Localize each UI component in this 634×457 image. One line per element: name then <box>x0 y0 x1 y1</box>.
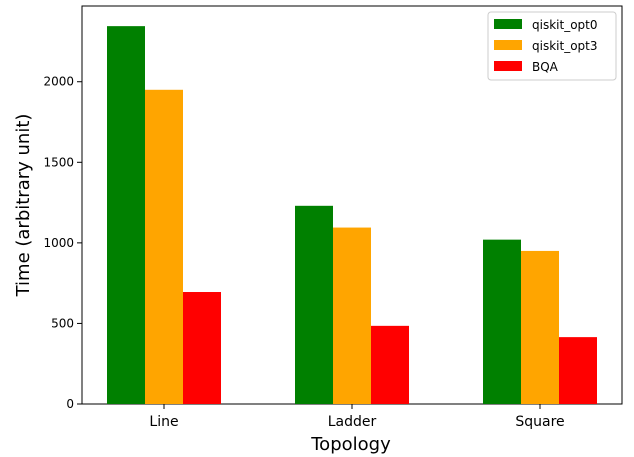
legend-swatch-qiskit_opt3 <box>494 40 522 50</box>
x-tick-label: Square <box>515 414 564 430</box>
y-tick-label: 500 <box>51 316 74 330</box>
bar-qiskit_opt3-square <box>521 250 559 404</box>
bar-qiskit_opt3-ladder <box>333 227 371 404</box>
bar-qiskit_opt0-square <box>483 239 521 404</box>
x-axis: Line Ladder Square <box>149 404 565 430</box>
bar-qiskit_opt3-line <box>145 89 183 404</box>
bars-group <box>107 26 597 405</box>
y-tick-label: 0 <box>66 397 74 411</box>
legend-label-qiskit_opt0: qiskit_opt0 <box>532 18 598 32</box>
x-tick-label: Ladder <box>328 414 377 430</box>
bar-BQA-square <box>559 337 597 404</box>
y-axis-label: Time (arbitrary unit) <box>13 114 34 298</box>
bar-qiskit_opt0-ladder <box>295 205 333 404</box>
legend-swatch-qiskit_opt0 <box>494 19 522 29</box>
x-axis-label: Topology <box>310 434 391 455</box>
bar-qiskit_opt0-line <box>107 26 145 405</box>
legend-label-BQA: BQA <box>532 60 559 74</box>
y-tick-label: 2000 <box>43 75 74 89</box>
legend-swatch-BQA <box>494 61 522 71</box>
y-axis: 0 500 1000 1500 2000 <box>43 75 82 411</box>
y-tick-label: 1000 <box>43 236 74 250</box>
legend-label-qiskit_opt3: qiskit_opt3 <box>532 39 598 53</box>
x-tick-label: Line <box>149 414 178 430</box>
y-tick-label: 1500 <box>43 155 74 169</box>
bar-BQA-line <box>183 292 221 404</box>
legend: qiskit_opt0 qiskit_opt3 BQA <box>487 11 617 81</box>
bar-BQA-ladder <box>371 325 409 404</box>
